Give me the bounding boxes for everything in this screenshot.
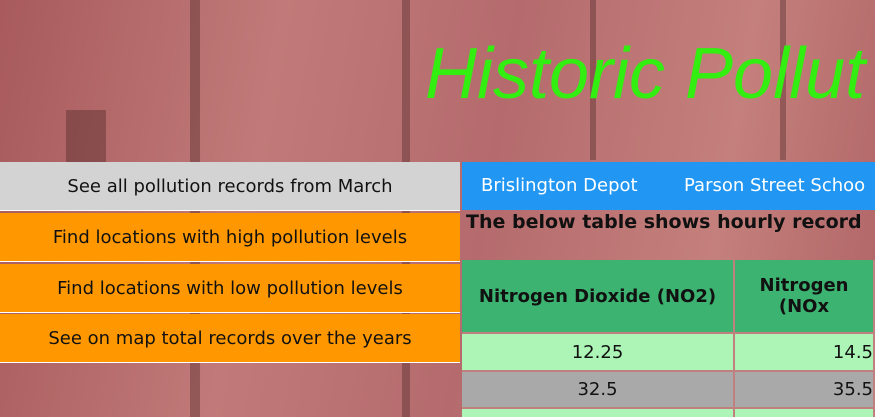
- nav-bar: Brislington Depot Parson Street Schoo: [462, 162, 875, 210]
- table-cell: 12.25: [462, 334, 735, 372]
- table-header: Nitrogen (NOx: [735, 260, 875, 334]
- intro-text: The below table shows hourly record: [466, 211, 862, 233]
- page-title: Historic Pollut: [425, 34, 866, 114]
- sidebar-button[interactable]: Find locations with low pollution levels: [0, 264, 460, 313]
- table-header: Nitrogen Dioxide (NO2): [462, 260, 735, 334]
- sidebar-button[interactable]: Find locations with high pollution level…: [0, 213, 460, 262]
- nav-link[interactable]: Brislington Depot: [481, 175, 638, 196]
- table-cell: 32.5: [462, 372, 735, 409]
- table-cell: 35.5: [735, 372, 875, 409]
- nav-link[interactable]: Parson Street Schoo: [684, 175, 866, 196]
- background-stripe: [780, 0, 786, 160]
- background-stripe: [66, 110, 106, 170]
- table-cell: 14.5: [735, 334, 875, 372]
- background-stripe: [590, 0, 596, 160]
- sidebar-button[interactable]: See all pollution records from March: [0, 162, 460, 211]
- table-cell: [462, 409, 735, 417]
- sidebar-button[interactable]: See on map total records over the years: [0, 314, 460, 363]
- table-cell: [735, 409, 875, 417]
